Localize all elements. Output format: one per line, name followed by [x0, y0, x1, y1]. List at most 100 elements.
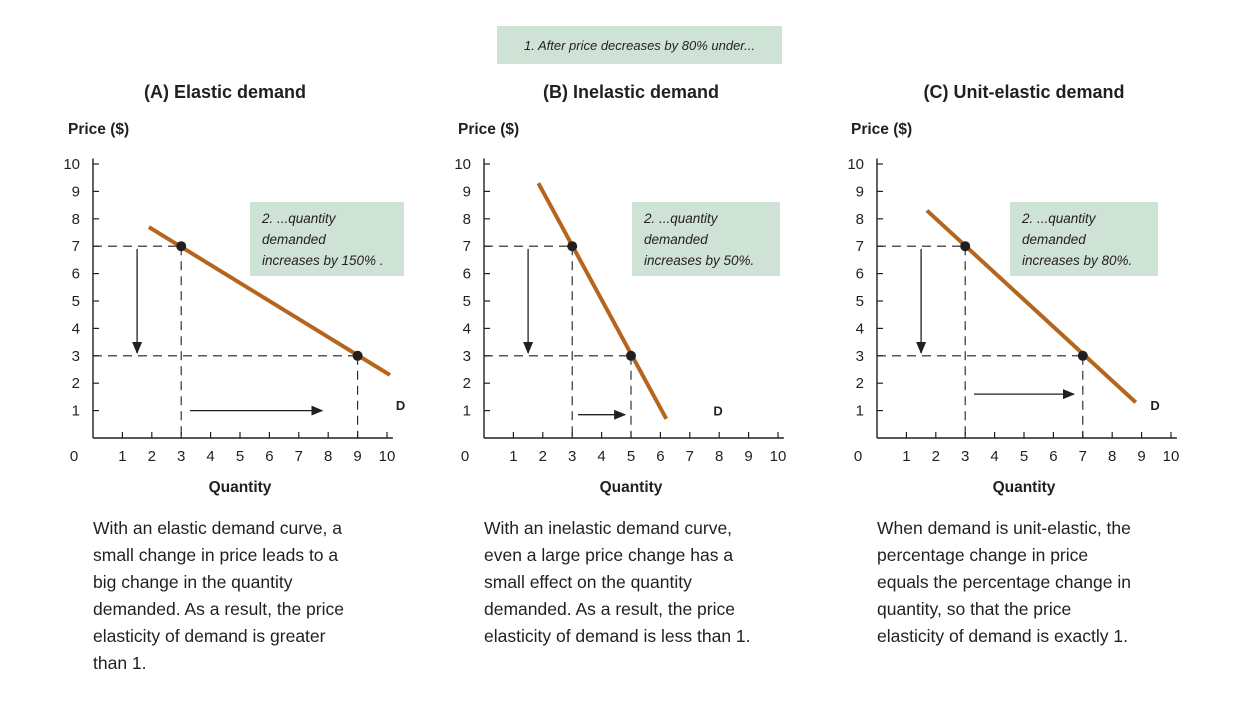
x-axis-label: Quantity	[209, 479, 272, 496]
x-tick-label: 7	[1079, 448, 1087, 465]
y-tick-label: 5	[856, 293, 864, 310]
x-tick-label: 2	[932, 448, 940, 465]
panel-description: With an elastic demand curve, a small cha…	[93, 515, 383, 677]
y-tick-label: 4	[856, 320, 864, 337]
y-tick-label: 7	[856, 238, 864, 255]
x-tick-label: 3	[568, 448, 576, 465]
description-line: demanded. As a result, the price	[484, 599, 735, 619]
data-point	[352, 350, 363, 361]
description-line: small effect on the quantity	[484, 572, 692, 592]
y-tick-label: 3	[72, 348, 80, 365]
y-tick-label: 7	[463, 238, 471, 255]
y-tick-label: 4	[463, 320, 471, 337]
callout-line: 2. ...quantity	[644, 211, 718, 226]
callout-text: 2. ...quantity demanded increases by 80%.	[1022, 208, 1132, 271]
data-point	[176, 241, 187, 252]
demand-curve	[925, 209, 1138, 404]
chart-title: (B) Inelastic demand	[543, 82, 719, 102]
callout-box	[250, 202, 404, 276]
y-tick-label: 9	[856, 183, 864, 200]
x-tick-label: 9	[1137, 448, 1145, 465]
demand-label: D	[396, 398, 405, 413]
panel-description: With an inelastic demand curve, even a la…	[484, 515, 774, 650]
y-tick-label: 2	[72, 375, 80, 392]
description-line: With an inelastic demand curve,	[484, 518, 733, 538]
demand-curve	[147, 225, 391, 377]
demand-label: D	[713, 404, 722, 419]
callout-line: demanded	[262, 232, 326, 247]
data-point	[626, 350, 636, 361]
callout-line: demanded	[644, 232, 708, 247]
description-line: When demand is unit-elastic, the	[877, 518, 1131, 538]
y-tick-label: 1	[856, 403, 864, 420]
x-tick-label: 7	[686, 448, 694, 465]
description-line: even a large price change has a	[484, 545, 734, 565]
x-tick-label: 10	[1163, 448, 1180, 465]
x-tick-label: 6	[1049, 448, 1057, 465]
y-tick-label: 9	[72, 183, 80, 200]
chart-panel-1: (B) Inelastic demand Price ($) 0 1 2 3 4 5 6 7 8 9 1…	[454, 82, 786, 496]
description-line: percentage change in price	[877, 545, 1089, 565]
demand-curve	[536, 182, 669, 420]
description-line: elasticity of demand is less than 1.	[484, 626, 751, 646]
description-line: elasticity of demand is greater	[93, 626, 326, 646]
demand-label: D	[1150, 398, 1159, 413]
y-tick-label: 8	[856, 211, 864, 228]
description-line: With an elastic demand curve, a	[93, 518, 343, 538]
x-axis-label: Quantity	[600, 479, 663, 496]
x-tick-label: 1	[509, 448, 517, 465]
callout-text: 2. ...quantity demanded increases by 150% …	[262, 208, 384, 271]
x-tick-label: 8	[324, 448, 332, 465]
x-tick-label: 6	[656, 448, 664, 465]
callout-text: 2. ...quantity demanded increases by 50%.	[644, 208, 754, 271]
x-tick-label: 3	[961, 448, 969, 465]
chart-panel-0: (A) Elastic demand Price ($) 0 1 2 3 4 5 6 7 8 9 10 1…	[63, 82, 405, 496]
data-point	[567, 241, 578, 252]
x-tick-label: 5	[627, 448, 635, 465]
description-line: than 1.	[93, 653, 147, 673]
x-tick-label: 0	[854, 448, 862, 465]
x-tick-label: 10	[379, 448, 396, 465]
chart-panel-2: (C) Unit-elastic demand Price ($) 0 1 2 3 4 5 6 7…	[847, 82, 1179, 496]
y-axis-label: Price ($)	[851, 121, 912, 138]
x-tick-label: 2	[148, 448, 156, 465]
callout-line: 2. ...quantity	[1022, 211, 1096, 226]
y-tick-label: 1	[72, 403, 80, 420]
description-line: equals the percentage change in	[877, 572, 1131, 592]
x-axis-label: Quantity	[993, 479, 1056, 496]
callout-box	[632, 202, 780, 276]
x-tick-label: 1	[118, 448, 126, 465]
y-tick-label: 7	[72, 238, 80, 255]
x-tick-label: 3	[177, 448, 185, 465]
callout-line: 2. ...quantity	[262, 211, 336, 226]
y-tick-label: 3	[856, 348, 864, 365]
y-tick-label: 6	[463, 266, 471, 283]
header-note-box	[497, 26, 782, 64]
y-tick-label: 10	[63, 156, 80, 173]
x-tick-label: 5	[1020, 448, 1028, 465]
y-tick-label: 5	[463, 293, 471, 310]
x-tick-label: 6	[265, 448, 273, 465]
callout-line: increases by 80%.	[1022, 253, 1133, 268]
y-tick-label: 4	[72, 320, 80, 337]
y-axis-label: Price ($)	[68, 121, 129, 138]
y-tick-label: 8	[72, 211, 80, 228]
x-tick-label: 1	[902, 448, 910, 465]
callout-box	[1010, 202, 1158, 276]
x-tick-label: 8	[1108, 448, 1116, 465]
callout-line: increases by 50%.	[644, 253, 755, 268]
x-tick-label: 10	[770, 448, 787, 465]
header-note: 1. After price decreases by 80% under...	[524, 37, 755, 53]
data-point	[960, 241, 971, 252]
description-line: elasticity of demand is exactly 1.	[877, 626, 1128, 646]
y-tick-label: 6	[856, 266, 864, 283]
x-tick-label: 4	[206, 448, 214, 465]
y-tick-label: 8	[463, 211, 471, 228]
y-axis-label: Price ($)	[458, 121, 519, 138]
x-tick-label: 5	[236, 448, 244, 465]
chart-title: (C) Unit-elastic demand	[923, 82, 1124, 102]
y-tick-label: 2	[856, 375, 864, 392]
x-tick-label: 0	[70, 448, 78, 465]
y-tick-label: 5	[72, 293, 80, 310]
